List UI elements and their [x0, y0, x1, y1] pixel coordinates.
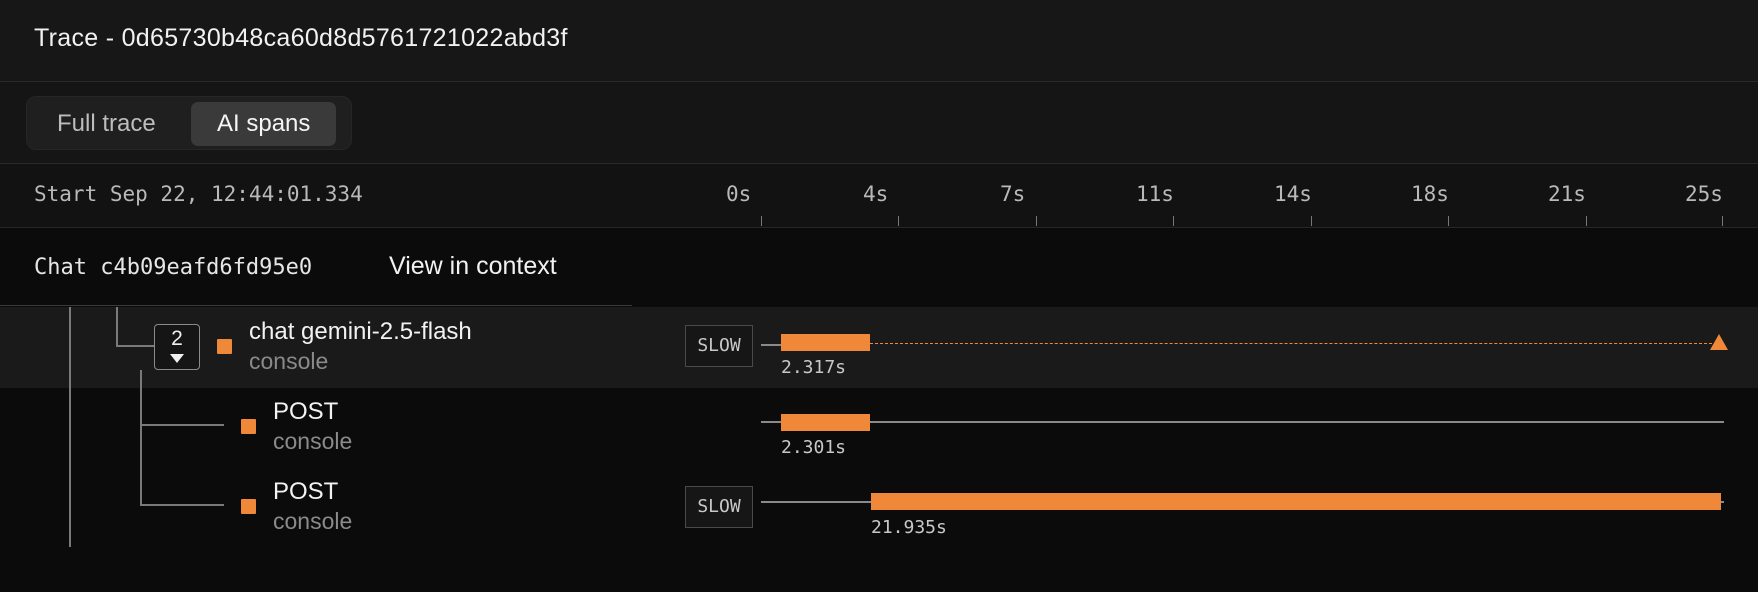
span-name[interactable]: chat gemini-2.5-flash [249, 318, 472, 345]
span-duration: 2.317s [781, 357, 847, 378]
tree-line [140, 504, 224, 506]
span-duration-bar[interactable] [781, 414, 870, 431]
span-duration: 2.301s [781, 437, 847, 458]
child-count: 2 [171, 327, 183, 350]
span-color-icon [241, 499, 256, 514]
view-tab-group: Full trace AI spans [26, 96, 352, 150]
slow-badge: SLOW [685, 325, 753, 367]
tick-mark [1586, 216, 1587, 226]
tick-label: 25s [1685, 182, 1723, 206]
span-color-icon [217, 339, 232, 354]
tick-label: 11s [1136, 182, 1174, 206]
span-color-icon [241, 419, 256, 434]
tick-label: 4s [863, 182, 889, 206]
tick-mark [1036, 216, 1037, 226]
tick-label: 7s [1000, 182, 1026, 206]
caret-down-icon [170, 354, 184, 363]
tree-line [116, 307, 118, 346]
tree-line [140, 370, 142, 505]
tree-line [140, 424, 224, 426]
tree-line [69, 307, 71, 547]
expand-children-toggle[interactable]: 2 [154, 324, 200, 370]
span-row-selected[interactable] [0, 307, 1758, 388]
span-duration-bar[interactable] [871, 493, 1721, 510]
view-toolbar: Full trace AI spans [0, 82, 1758, 164]
span-extension-line [870, 343, 1717, 344]
tick-mark [1448, 216, 1449, 226]
tab-ai-spans[interactable]: AI spans [191, 102, 337, 146]
tick-mark [1722, 216, 1723, 226]
continues-triangle-icon [1710, 334, 1728, 350]
tick-label: 0s [726, 182, 752, 206]
chat-row: Chat c4b09eafd6fd95e0 View in context [0, 228, 632, 306]
view-in-context-link[interactable]: View in context [389, 252, 557, 280]
span-duration-bar[interactable] [781, 334, 870, 351]
tree-line [116, 345, 154, 347]
span-track [761, 344, 781, 346]
span-track [761, 421, 1724, 423]
span-name[interactable]: POST [273, 398, 339, 425]
tick-label: 21s [1548, 182, 1586, 206]
span-source: console [273, 428, 353, 454]
trace-header: Trace - 0d65730b48ca60d8d5761721022abd3f [0, 0, 1758, 82]
timeline-axis: Start Sep 22, 12:44:01.334 0s 4s 7s 11s … [0, 164, 1758, 228]
chat-id: Chat c4b09eafd6fd95e0 [34, 255, 313, 280]
span-duration: 21.935s [871, 517, 947, 538]
tick-mark [1173, 216, 1174, 226]
trace-start-time: Start Sep 22, 12:44:01.334 [34, 182, 363, 206]
tick-mark [761, 216, 762, 226]
trace-title: Trace - 0d65730b48ca60d8d5761721022abd3f [34, 24, 568, 52]
tick-mark [898, 216, 899, 226]
span-name[interactable]: POST [273, 478, 339, 505]
span-source: console [273, 508, 353, 534]
slow-badge: SLOW [685, 486, 753, 528]
tab-full-trace[interactable]: Full trace [57, 110, 156, 137]
tick-label: 14s [1274, 182, 1312, 206]
tick-mark [1311, 216, 1312, 226]
span-source: console [249, 348, 329, 374]
tick-label: 18s [1411, 182, 1449, 206]
